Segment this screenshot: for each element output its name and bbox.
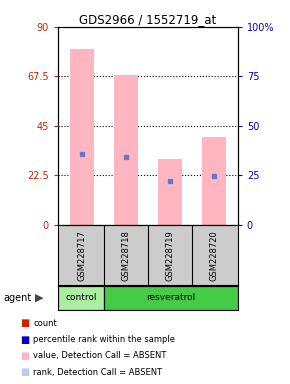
Title: GDS2966 / 1552719_at: GDS2966 / 1552719_at [79,13,217,26]
Text: GSM228720: GSM228720 [209,230,218,281]
Text: ■: ■ [20,318,29,328]
Text: GSM228719: GSM228719 [165,230,174,281]
Text: agent: agent [3,293,31,303]
Text: GSM228718: GSM228718 [122,230,130,281]
Text: ■: ■ [20,334,29,344]
Text: ▶: ▶ [35,293,44,303]
Text: count: count [33,319,57,328]
Text: resveratrol: resveratrol [146,293,195,302]
Bar [202,137,226,225]
Bar [70,49,94,225]
Text: ■: ■ [20,351,29,361]
Text: value, Detection Call = ABSENT: value, Detection Call = ABSENT [33,351,167,360]
Text: ■: ■ [20,367,29,377]
Text: rank, Detection Call = ABSENT: rank, Detection Call = ABSENT [33,367,162,377]
Bar [114,75,138,225]
Text: percentile rank within the sample: percentile rank within the sample [33,335,175,344]
Text: GSM228717: GSM228717 [78,230,87,281]
Bar [58,286,104,310]
Text: control: control [65,293,97,302]
Bar [158,159,182,225]
Bar [104,286,238,310]
